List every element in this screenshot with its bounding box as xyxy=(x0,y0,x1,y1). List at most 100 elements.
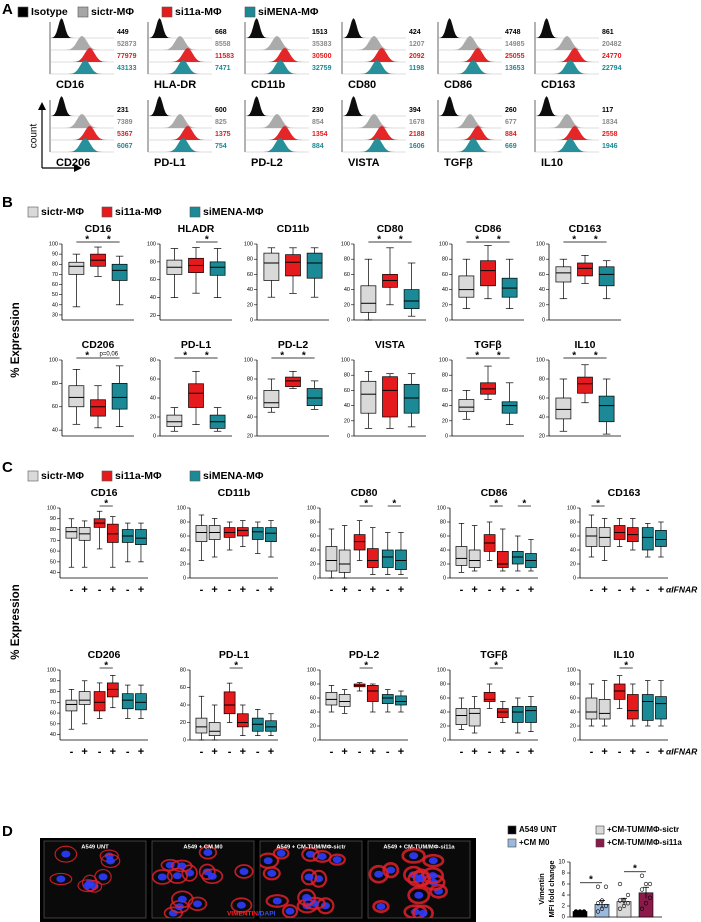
mfi-value: 20482 xyxy=(602,41,622,48)
arrow-head xyxy=(38,102,46,110)
significance-label: * xyxy=(377,235,381,246)
data-point xyxy=(639,906,645,911)
box xyxy=(555,397,572,420)
subplot-title: CD80 xyxy=(351,487,378,499)
mfi-value: 424 xyxy=(409,29,421,36)
significance-label: * xyxy=(392,499,396,510)
cell xyxy=(152,869,173,885)
y-tick-label: 0 xyxy=(542,317,545,323)
cell xyxy=(54,845,78,863)
x-tick-label: + xyxy=(601,746,607,758)
legend-label: siMENA-MΦ xyxy=(203,206,264,218)
legend-swatch xyxy=(244,6,256,18)
legend-swatch xyxy=(595,838,605,848)
y-axis-label: Vimentin xyxy=(537,873,546,905)
box xyxy=(195,525,208,542)
y-tick-label: 60 xyxy=(150,376,156,382)
cell xyxy=(163,906,183,918)
box xyxy=(366,685,379,702)
legend-swatch xyxy=(161,6,173,18)
subplot-title: CD163 xyxy=(569,223,602,235)
subplot-title: CD16 xyxy=(91,487,118,499)
legend-label: +CM M0 xyxy=(519,838,550,847)
mfi-value: 1198 xyxy=(409,65,424,72)
x-tick-label: - xyxy=(488,584,492,596)
y-tick-label: 40 xyxy=(180,547,186,553)
x-tick-label: - xyxy=(646,746,650,758)
y-tick-label: 20 xyxy=(310,561,316,567)
mfi-value: 754 xyxy=(215,143,227,150)
legend-label: sictr-MΦ xyxy=(41,470,84,482)
nucleus xyxy=(414,891,424,899)
y-tick-label: 0 xyxy=(573,737,576,743)
nucleus xyxy=(239,867,249,875)
y-tick-label: 70 xyxy=(50,538,56,544)
nucleus xyxy=(61,850,71,858)
mfi-value: 77979 xyxy=(117,53,137,60)
y-tick-label: 20 xyxy=(180,720,186,726)
x-tick-label: - xyxy=(330,746,334,758)
histogram xyxy=(148,36,212,50)
histogram xyxy=(245,18,309,38)
x-tick-label: + xyxy=(500,584,506,596)
micrograph xyxy=(43,840,147,919)
y-tick-label: 40 xyxy=(247,287,253,293)
mfi-value: 884 xyxy=(312,143,324,150)
cell xyxy=(272,847,290,860)
y-tick-label: 90 xyxy=(50,516,56,522)
legend-swatch xyxy=(27,470,39,482)
box xyxy=(641,694,654,721)
significance-label: * xyxy=(522,499,526,510)
significance-label: * xyxy=(183,351,187,362)
subplot-title: TGFβ xyxy=(480,649,508,661)
x-tick-label: - xyxy=(590,746,594,758)
histogram xyxy=(245,48,309,62)
box xyxy=(458,399,475,413)
mfi-value: 4748 xyxy=(505,29,521,36)
significance-label: * xyxy=(572,351,576,362)
y-tick-label: 100 xyxy=(244,357,253,363)
marker-label: CD206 xyxy=(56,157,90,169)
nucleus xyxy=(177,895,187,903)
box xyxy=(655,530,667,547)
nucleus xyxy=(309,899,319,907)
y-tick-label: 0 xyxy=(562,915,566,921)
y-tick-label: 0 xyxy=(183,575,186,581)
image-title: A549 + CM-TUM/MΦ-sictr xyxy=(276,845,346,851)
cell xyxy=(230,897,253,913)
x-tick-label: - xyxy=(200,584,204,596)
y-tick-label: 20 xyxy=(310,723,316,729)
significance-label: * xyxy=(475,235,479,246)
legend-label: si11a-MΦ xyxy=(115,470,162,482)
image-title: A549 + CM M0 xyxy=(183,845,222,851)
x-tick-label: + xyxy=(341,584,347,596)
x-tick-label: + xyxy=(528,746,534,758)
box xyxy=(285,376,301,387)
data-point xyxy=(643,901,649,906)
marker-label: CD16 xyxy=(56,79,84,91)
histogram xyxy=(342,48,406,62)
mfi-value: 1513 xyxy=(312,29,328,36)
box xyxy=(626,694,639,720)
cell xyxy=(81,874,98,892)
box xyxy=(135,693,147,711)
marker-label: PD-L1 xyxy=(154,157,186,169)
y-tick-label: 80 xyxy=(50,689,56,695)
mfi-value: 449 xyxy=(117,29,129,36)
y-tick-label: 40 xyxy=(539,287,545,293)
legend-swatch xyxy=(101,470,113,482)
data-point xyxy=(603,884,609,889)
box xyxy=(325,546,338,572)
mfi-value: 1946 xyxy=(602,143,618,150)
micrograph xyxy=(259,840,363,919)
nucleus xyxy=(263,857,273,865)
cell xyxy=(372,899,390,914)
significance-label: * xyxy=(475,351,479,362)
y-tick-label: 80 xyxy=(570,519,576,525)
box xyxy=(395,695,407,706)
x-tick-label: - xyxy=(590,584,594,596)
cell xyxy=(77,879,99,893)
y-tick-label: 40 xyxy=(442,287,448,293)
y-tick-label: 0 xyxy=(183,737,186,743)
